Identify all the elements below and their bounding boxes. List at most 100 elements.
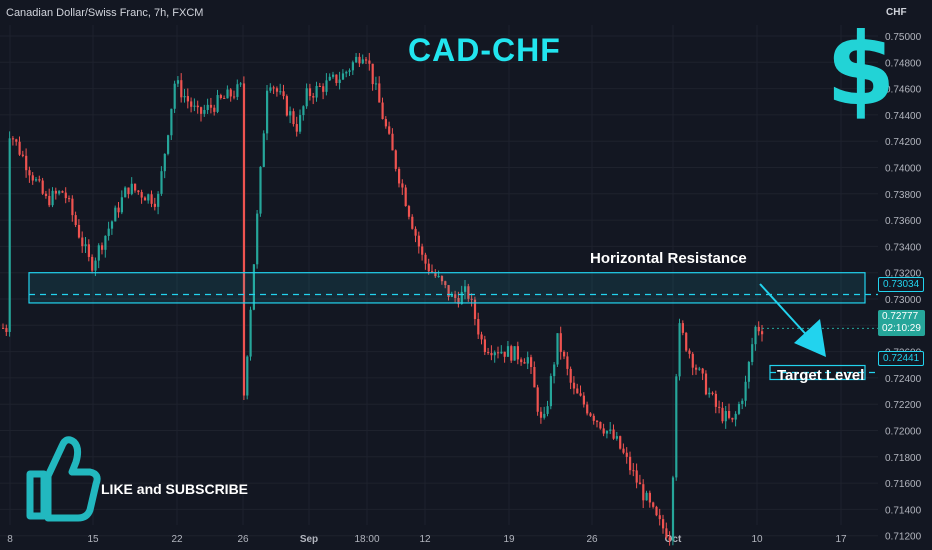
candle-body [58,191,61,194]
candle-body [308,88,312,97]
x-tick-label: 19 [503,534,515,545]
y-tick-label: 0.74800 [885,58,922,69]
candle-body [490,352,493,356]
candle-body [299,115,302,132]
candle-body [38,179,41,181]
candle-body [388,126,391,134]
candle-body [223,97,226,99]
candle-body [424,254,427,264]
candle-body [464,286,467,292]
candle-body [87,244,90,257]
candle-body [477,319,480,335]
candle-body [708,392,711,395]
candle-body [761,331,764,335]
candle-body [318,85,321,87]
candle-body [497,352,500,354]
candle-body [213,107,216,112]
candle-body [167,135,170,154]
candle-body [734,413,737,420]
candle-body [266,90,269,134]
candle-body [41,180,44,194]
y-tick-label: 0.74400 [885,111,922,122]
candle-body [256,213,259,265]
candle-body [506,346,510,357]
candle-body [170,108,173,136]
candle-body [526,357,529,364]
candle-body [242,83,246,396]
candle-body [619,436,622,449]
x-tick-label: 12 [419,534,431,545]
candle-body [572,382,576,389]
candle-body [68,198,71,200]
chart-title: CAD-CHF [408,32,561,68]
candle-body [632,470,635,472]
candle-body [559,333,562,352]
candle-body [183,96,186,98]
candle-body [681,323,684,333]
candle-body [120,197,123,213]
candle-body [94,260,97,271]
candle-body [48,195,51,206]
candle-body [351,62,354,71]
candle-body [391,133,394,151]
candle-body [754,326,757,345]
candle-body [289,111,292,116]
candle-body [358,56,361,64]
candle-body [546,406,549,414]
candle-body [374,83,378,85]
candle-body [384,119,387,127]
candle-body [427,263,430,272]
candle-body [140,192,143,198]
candle-body [655,506,658,516]
resistance-label: Horizontal Resistance [590,250,747,267]
candle-body [629,456,632,471]
candle-body [279,91,282,93]
candle-body [460,291,463,305]
x-tick-label: 8 [7,534,13,545]
candle-body [648,492,651,503]
candle-body [688,350,691,354]
candle-body [61,191,64,193]
candle-body [134,183,137,191]
candle-body [173,83,176,109]
candle-body [328,76,331,81]
candle-body [143,197,147,201]
candle-body [516,346,519,360]
candle-body [401,183,404,188]
candle-body [566,356,569,369]
candle-body [348,70,351,72]
candle-body [576,388,579,394]
candle-body [332,74,335,77]
candle-body [180,80,183,98]
candle-body [543,413,546,418]
y-tick-label: 0.73200 [885,269,922,280]
candle-body [84,244,87,247]
candle-body [295,124,298,132]
symbol-header: Canadian Dollar/Swiss Franc, 7h, FXCM [6,7,204,19]
currency-label: CHF [886,7,907,18]
thumbs-up-icon[interactable] [22,432,102,522]
candle-body [549,376,552,407]
candle-body [447,285,450,297]
candle-body [414,228,417,236]
candle-body [153,203,156,207]
candle-body [411,216,414,229]
candle-body [25,155,28,171]
candle-body [186,96,189,102]
candle-body [285,96,288,116]
candle-body [487,352,490,354]
target-price-tag: 0.72441 [878,351,925,366]
y-tick-label: 0.72000 [885,427,922,438]
candle-body [200,107,203,114]
candle-body [124,187,127,198]
candle-body [338,79,341,84]
candle-body [612,429,615,439]
candle-body [368,60,371,64]
candle-body [275,88,279,92]
candle-body [160,171,163,194]
candle-body [493,352,496,356]
candle-body [437,276,440,278]
candle-body [216,95,219,112]
candle-body [737,404,741,414]
